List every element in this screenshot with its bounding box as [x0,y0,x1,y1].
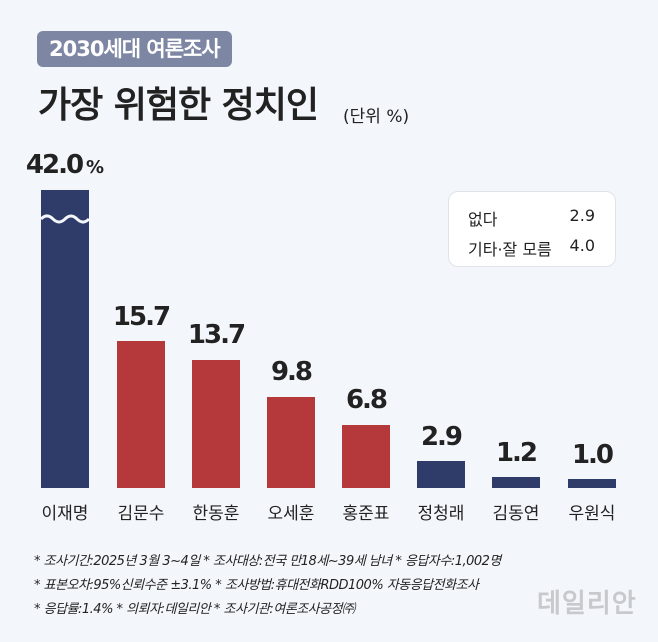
survey-badge: 2030세대 여론조사 [37,31,232,67]
bar-hong-joonpyo [342,425,390,488]
bar-label: 오세훈 [267,504,315,524]
bar-label: 김동연 [492,504,540,524]
legend-value: 4.0 [569,236,595,255]
axis-break-icon [41,214,89,224]
publisher-watermark: 데일리안 [537,589,637,619]
bar-label: 한동훈 [192,504,240,524]
legend-value: 2.9 [569,206,595,225]
bar-label: 우원식 [568,504,616,524]
bar-lee-jaemyung [41,190,89,488]
legend-box: 없다 2.9 기타·잘 모름 4.0 [448,191,616,267]
footnote-line: * 응답률:1.4% * 의뢰자:데일리안 * 조사기관:여론조사공정㈜ [34,602,355,617]
bar-label: 정청래 [417,504,465,524]
bar-value: 9.8 [270,357,313,387]
bar-kim-moonsoo [117,341,165,488]
bar-woo-wonshik [568,479,616,488]
bar-value: 42.0% [25,150,105,180]
legend-row-none: 없다 2.9 [468,206,595,230]
bar-value: 13.7 [187,320,246,350]
bar-han-donghoon [192,360,240,488]
legend-label: 없다 [468,210,498,229]
bar-oh-sehoon [267,397,315,488]
bar-kim-dongyeon [492,477,540,488]
bar-jung-chungrae [417,461,465,488]
bar-label: 홍준표 [342,504,390,524]
footnote-line: * 조사기간:2025년 3월 3~4일 * 조사대상:전국 만18세~39세 … [34,554,501,569]
bar-value: 1.2 [495,438,538,468]
unit-label: (단위 %) [343,107,410,127]
bar-value: 1.0 [571,440,614,470]
legend-row-other: 기타·잘 모름 4.0 [468,236,595,260]
footnote-line: * 표본오차:95%신뢰수준 ±3.1% * 조사방법:휴대전화RDD100% … [34,578,479,593]
bar-value: 2.9 [420,422,463,452]
bar-value: 6.8 [345,385,388,415]
legend-label: 기타·잘 모름 [468,240,552,259]
bar-label: 이재명 [41,504,89,524]
chart-title: 가장 위험한 정치인 [38,85,319,126]
bar-label: 김문수 [117,504,165,524]
bar-value: 15.7 [112,302,171,332]
